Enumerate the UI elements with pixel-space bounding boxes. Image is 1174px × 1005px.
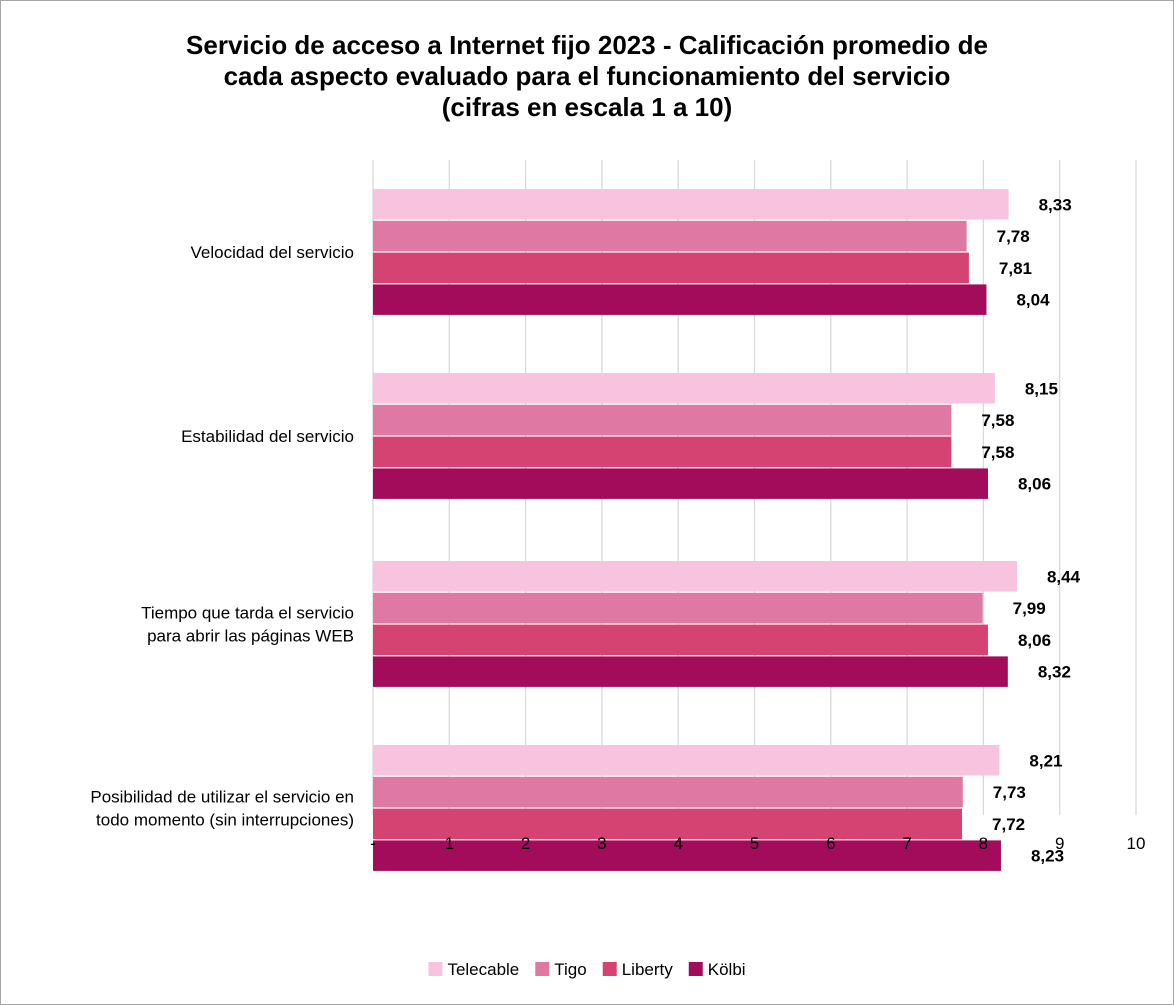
- bar-tigo-1: [373, 220, 967, 252]
- bar-telecable-2: [373, 373, 995, 404]
- x-tick-label: 3: [597, 834, 606, 853]
- x-tick-label: 5: [750, 834, 759, 853]
- x-tick-label: 1: [445, 834, 454, 853]
- bar-k-lbi-4: [373, 840, 1001, 871]
- data-label: 8,06: [1018, 631, 1051, 650]
- bar-k-lbi-2: [373, 468, 988, 499]
- chart-title-line-3: (cifras en escala 1 a 10): [441, 92, 733, 122]
- data-labels: 8,337,787,818,048,157,587,588,068,447,99…: [981, 195, 1080, 865]
- data-label: 7,99: [1013, 599, 1046, 618]
- bar-tigo-4: [373, 776, 963, 808]
- x-tick-label: 2: [521, 834, 530, 853]
- data-label: 8,33: [1039, 195, 1072, 214]
- data-label: 8,06: [1018, 475, 1051, 494]
- bar-telecable-1: [373, 189, 1009, 220]
- data-label: 7,58: [981, 443, 1014, 462]
- data-label: 8,44: [1047, 567, 1081, 586]
- data-label: 8,21: [1029, 751, 1062, 770]
- legend-label: Telecable: [447, 960, 519, 979]
- chart-title: Servicio de acceso a Internet fijo 2023 …: [0, 30, 1174, 123]
- legend-swatch: [602, 962, 617, 976]
- legend-swatch: [535, 962, 550, 976]
- bar-telecable-4: [373, 745, 1000, 776]
- bar-liberty-3: [373, 624, 988, 656]
- data-label: 7,58: [981, 411, 1014, 430]
- x-tick-label: 7: [902, 834, 911, 853]
- legend-label: Liberty: [622, 960, 674, 979]
- bar-k-lbi-1: [373, 284, 987, 315]
- data-label: 7,72: [992, 815, 1025, 834]
- bar-tigo-2: [373, 404, 952, 436]
- data-label: 7,73: [993, 783, 1026, 802]
- category-label: Tiempo que tarda el servicio para abrir l…: [141, 603, 354, 645]
- category-label: Posibilidad de utilizar el servicio en to…: [90, 787, 354, 829]
- legend: Telecable Tigo Liberty Kölbi: [428, 960, 746, 979]
- x-tick-label: 6: [826, 834, 835, 853]
- category-label: Estabilidad del servicio: [181, 427, 354, 446]
- x-tick-label: 10: [1127, 834, 1146, 853]
- data-label: 8,15: [1025, 379, 1058, 398]
- x-tick-label: 9: [1055, 834, 1064, 853]
- category-labels: Velocidad del servicio Estabilidad del se…: [90, 243, 354, 830]
- legend-label: Kölbi: [708, 960, 746, 979]
- bar-k-lbi-3: [373, 656, 1008, 687]
- chart-title-line-1: Servicio de acceso a Internet fijo 2023 …: [186, 30, 988, 60]
- data-label: 8,23: [1031, 847, 1064, 866]
- bar-tigo-3: [373, 592, 983, 624]
- bar-liberty-1: [373, 252, 969, 284]
- x-tick-label: 8: [979, 834, 988, 853]
- legend-label: Tigo: [554, 960, 586, 979]
- bars: [373, 189, 1017, 871]
- legend-swatch: [688, 962, 703, 976]
- x-tick-label: 4: [673, 834, 682, 853]
- data-label: 8,32: [1038, 663, 1071, 682]
- chart-title-line-2: cada aspecto evaluado para el funcionami…: [223, 61, 951, 91]
- bar-telecable-3: [373, 561, 1017, 592]
- category-label: Velocidad del servicio: [191, 243, 354, 262]
- data-label: 7,81: [999, 259, 1032, 278]
- data-label: 8,04: [1016, 291, 1050, 310]
- bar-liberty-4: [373, 808, 963, 840]
- x-tick-label: -: [370, 834, 376, 853]
- data-label: 7,78: [997, 227, 1030, 246]
- x-axis-ticks: - 1 2 3 4 5 6 7 8 9 10: [370, 834, 1145, 853]
- bar-liberty-2: [373, 436, 952, 468]
- legend-swatch: [428, 962, 443, 976]
